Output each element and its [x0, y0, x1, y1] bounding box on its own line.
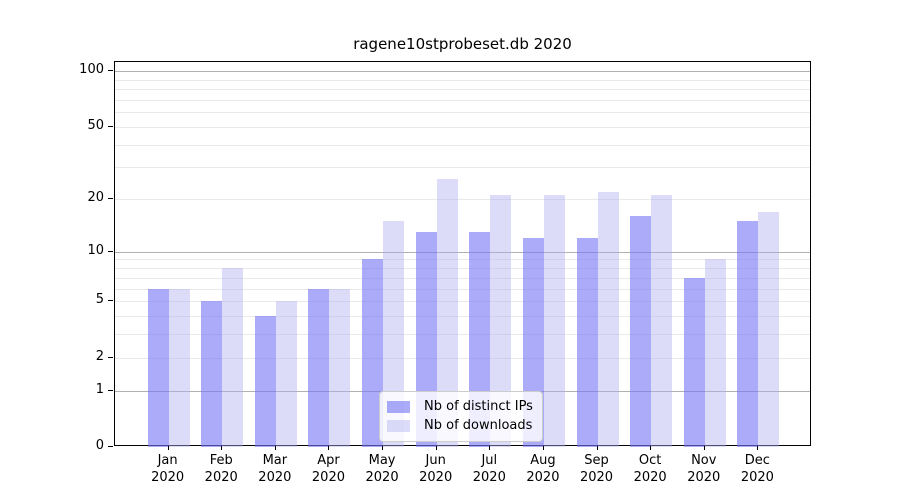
bar-nb-of-distinct-ips-may	[362, 259, 384, 447]
plot-area	[114, 61, 811, 447]
x-tick-label: Oct 2020	[633, 453, 667, 485]
x-tick-mark	[542, 446, 544, 450]
y-tick-mark	[108, 250, 113, 252]
x-tick-mark	[596, 446, 598, 450]
bar-nb-of-distinct-ips-jan	[147, 288, 169, 447]
bar-nb-of-downloads-jan	[168, 288, 190, 447]
x-tick-label: Sep 2020	[579, 453, 614, 485]
minor-gridline	[115, 288, 810, 290]
y-tick-mark	[108, 198, 113, 200]
y-tick-mark	[108, 125, 113, 127]
y-tick-mark	[108, 389, 113, 391]
x-tick-label: Jun 2020	[419, 453, 453, 485]
legend-item-distinct-ips: Nb of distinct IPs	[387, 397, 534, 416]
y-tick-mark	[108, 356, 113, 358]
x-tick-mark	[274, 446, 276, 450]
minor-gridline	[115, 301, 810, 303]
x-tick-label: Aug 2020	[526, 453, 560, 485]
x-tick-label: May 2020	[365, 453, 399, 485]
bar-nb-of-downloads-feb	[222, 268, 244, 447]
bar-nb-of-downloads-apr	[329, 288, 351, 447]
y-tick-label: 10	[87, 242, 104, 258]
bar-nb-of-downloads-aug	[543, 195, 565, 447]
x-tick-mark	[221, 446, 223, 450]
minor-gridline	[115, 79, 810, 81]
bar-nb-of-downloads-jun	[436, 178, 458, 447]
legend-item-downloads: Nb of downloads	[387, 416, 534, 435]
minor-gridline	[115, 277, 810, 279]
legend-label-downloads: Nb of downloads	[424, 418, 533, 433]
x-tick-mark	[167, 446, 169, 450]
x-tick-label: Feb 2020	[204, 453, 238, 485]
major-gridline	[115, 71, 810, 73]
x-tick-label: Dec 2020	[740, 453, 774, 485]
downloads-swatch	[387, 419, 410, 432]
distinct-ips-swatch	[387, 400, 410, 413]
minor-gridline	[115, 268, 810, 270]
y-tick-label: 1	[95, 381, 104, 397]
x-tick-label: Apr 2020	[311, 453, 345, 485]
minor-gridline	[115, 259, 810, 261]
x-tick-label: Nov 2020	[687, 453, 721, 485]
minor-gridline	[115, 144, 810, 146]
bar-nb-of-distinct-ips-dec	[737, 221, 759, 447]
bar-nb-of-downloads-dec	[758, 211, 780, 447]
x-tick-mark	[489, 446, 491, 450]
bar-nb-of-downloads-jul	[490, 195, 512, 447]
bar-nb-of-downloads-nov	[704, 259, 726, 447]
bar-nb-of-downloads-mar	[275, 301, 297, 447]
bar-nb-of-downloads-may	[383, 221, 405, 447]
bar-nb-of-distinct-ips-mar	[254, 315, 276, 447]
y-tick-mark	[108, 446, 113, 447]
x-tick-mark	[757, 446, 759, 450]
minor-gridline	[115, 89, 810, 91]
x-tick-mark	[703, 446, 705, 450]
minor-gridline	[115, 334, 810, 336]
legend-label-distinct-ips: Nb of distinct IPs	[424, 399, 533, 414]
bar-nb-of-downloads-sep	[597, 191, 619, 447]
bar-nb-of-distinct-ips-nov	[683, 277, 705, 447]
x-tick-label: Mar 2020	[258, 453, 292, 485]
y-tick-label: 2	[95, 348, 104, 364]
y-tick-label: 50	[87, 117, 104, 133]
minor-gridline	[115, 99, 810, 101]
y-tick-label: 100	[79, 62, 104, 78]
minor-gridline	[115, 167, 810, 169]
y-tick-label: 5	[95, 292, 104, 308]
y-tick-mark	[108, 300, 113, 302]
x-tick-mark	[328, 446, 330, 450]
bar-nb-of-distinct-ips-apr	[308, 288, 330, 447]
legend: Nb of distinct IPs Nb of downloads	[379, 391, 543, 442]
y-tick-label: 20	[87, 190, 104, 206]
x-tick-label: Jan 2020	[151, 453, 185, 485]
major-gridline	[115, 251, 810, 253]
bar-nb-of-distinct-ips-sep	[576, 238, 598, 447]
x-tick-label: Jul 2020	[472, 453, 506, 485]
y-tick-label: 0	[95, 438, 104, 453]
minor-gridline	[115, 199, 810, 201]
y-tick-mark	[108, 70, 113, 72]
minor-gridline	[115, 112, 810, 114]
chart-title: ragene10stprobeset.db 2020	[353, 35, 572, 53]
x-tick-mark	[382, 446, 384, 450]
bar-nb-of-downloads-oct	[651, 195, 673, 447]
x-tick-mark	[650, 446, 652, 450]
bar-nb-of-distinct-ips-feb	[201, 301, 223, 447]
bar-nb-of-distinct-ips-oct	[630, 216, 652, 447]
x-tick-mark	[435, 446, 437, 450]
minor-gridline	[115, 315, 810, 317]
minor-gridline	[115, 126, 810, 128]
minor-gridline	[115, 357, 810, 359]
